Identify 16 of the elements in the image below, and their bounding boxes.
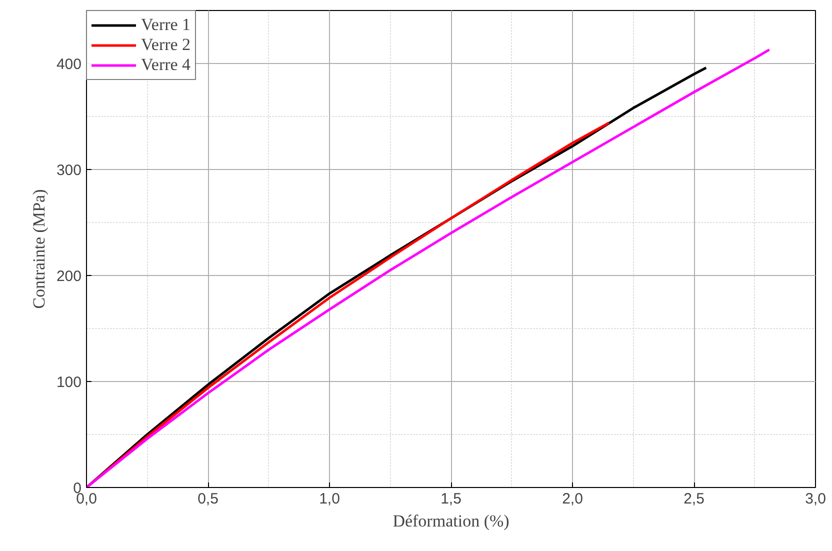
x-tick-label: 1,5	[440, 490, 462, 508]
line-series	[86, 122, 610, 488]
y-axis-title: Contrainte (MPa)	[29, 189, 48, 309]
x-tick-label: 0,5	[198, 490, 218, 508]
y-tick-label: 100	[56, 374, 82, 391]
x-tick-label: 1,0	[319, 490, 340, 508]
x-tick-label: 2,5	[684, 490, 704, 508]
x-tick-label: 2,0	[562, 490, 583, 508]
x-axis-title: Déformation (%)	[392, 512, 510, 530]
x-tick-label: 3,0	[805, 490, 826, 508]
y-tick-label: 200	[56, 268, 82, 285]
y-tick-label: 300	[56, 162, 82, 179]
legend-label: Verre 1	[141, 15, 191, 35]
legend-label: Verre 2	[141, 35, 191, 55]
legend-label: Verre 4	[141, 55, 191, 75]
y-tick-label: 400	[56, 56, 82, 73]
